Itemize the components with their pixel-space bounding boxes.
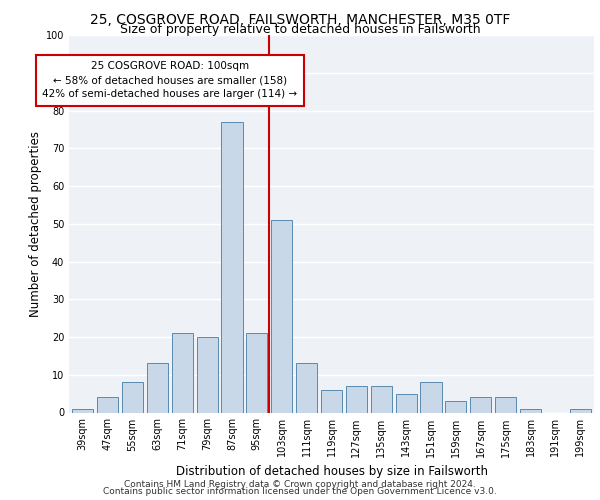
X-axis label: Distribution of detached houses by size in Failsworth: Distribution of detached houses by size … [176,465,487,478]
Bar [246,333,268,412]
Bar [520,408,541,412]
Bar [321,390,342,412]
Bar [395,394,417,412]
Bar [271,220,292,412]
Bar [346,386,367,412]
Bar [445,401,466,412]
Text: Size of property relative to detached houses in Failsworth: Size of property relative to detached ho… [119,22,481,36]
Text: 25 COSGROVE ROAD: 100sqm
← 58% of detached houses are smaller (158)
42% of semi-: 25 COSGROVE ROAD: 100sqm ← 58% of detach… [42,62,298,100]
Text: 25, COSGROVE ROAD, FAILSWORTH, MANCHESTER, M35 0TF: 25, COSGROVE ROAD, FAILSWORTH, MANCHESTE… [90,12,510,26]
Bar [97,398,118,412]
Bar [371,386,392,412]
Bar [570,408,591,412]
Text: Contains HM Land Registry data © Crown copyright and database right 2024.: Contains HM Land Registry data © Crown c… [124,480,476,489]
Bar [122,382,143,412]
Bar [296,364,317,412]
Bar [72,408,93,412]
Bar [172,333,193,412]
Bar [470,398,491,412]
Bar [197,337,218,412]
Bar [421,382,442,412]
Bar [495,398,516,412]
Text: Contains public sector information licensed under the Open Government Licence v3: Contains public sector information licen… [103,487,497,496]
Bar [147,364,168,412]
Y-axis label: Number of detached properties: Number of detached properties [29,130,41,317]
Bar [221,122,242,412]
